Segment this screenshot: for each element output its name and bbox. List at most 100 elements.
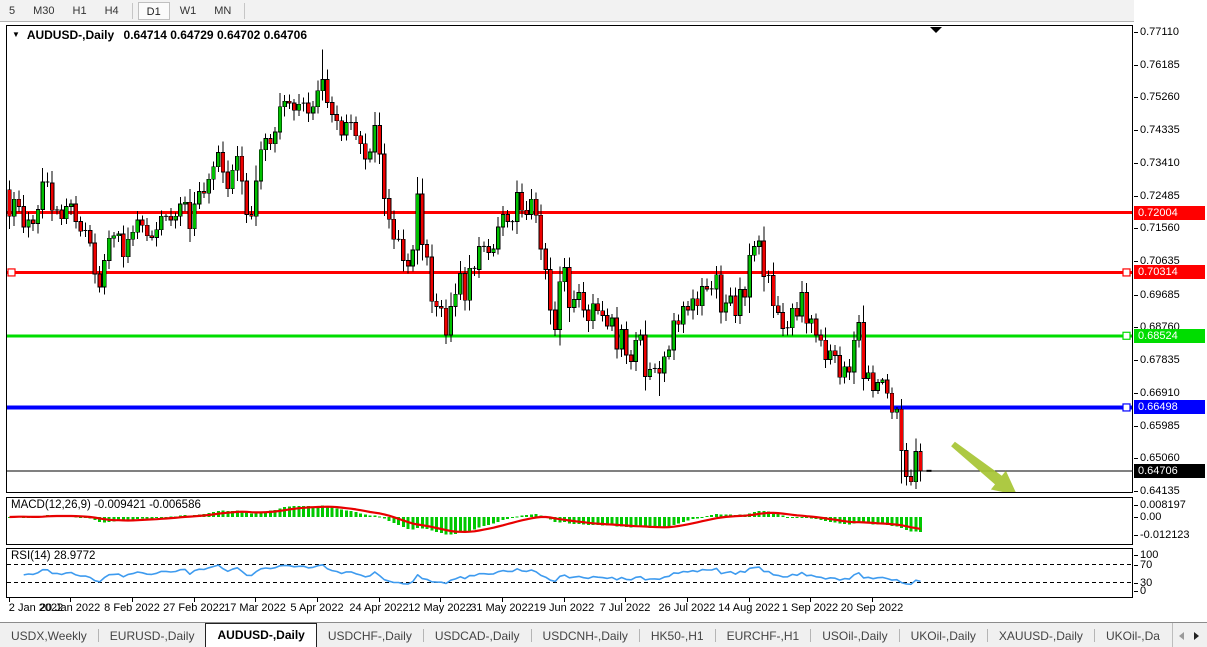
price-axis-label: 0.69685	[1140, 289, 1180, 301]
time-axis[interactable]: 2 Jan 2022 20 Jan 2022 8 Feb 2022 27 Feb 20…	[0, 598, 1207, 622]
date-label: 8 Feb 2022	[104, 602, 160, 614]
time-tick	[379, 598, 380, 602]
rsi-axis-label: 30	[1140, 577, 1153, 589]
tabs-scroll-right-icon[interactable]	[1194, 631, 1199, 640]
axis-tick	[1134, 591, 1138, 592]
price-level-badge: 0.68524	[1134, 329, 1205, 343]
time-tick	[810, 598, 811, 602]
price-chart-panel[interactable]: ▼ AUDUSD-,Daily 0.64714 0.64729 0.64702 …	[6, 25, 1133, 493]
chart-tab-ukoil-daily[interactable]: UKOil-,Daily	[910, 629, 976, 643]
axis-tick	[1134, 393, 1138, 394]
axis-tick	[1134, 196, 1138, 197]
price-axis-label: 0.72485	[1140, 190, 1180, 202]
time-tick	[502, 598, 503, 602]
horizontal-line-0.72004[interactable]	[7, 211, 1132, 215]
timeframe-button-m30[interactable]: M30	[33, 4, 55, 17]
axis-tick	[1134, 426, 1138, 427]
time-tick	[9, 598, 10, 602]
line-handle[interactable]	[1122, 268, 1131, 277]
timeframe-toolbar: 5 M30 H1 H4 D1 W1 MN	[0, 0, 1207, 22]
timeframe-button-5[interactable]: 5	[9, 4, 16, 17]
axis-tick	[1134, 32, 1138, 33]
price-axis-label: 0.67835	[1140, 354, 1180, 366]
chart-tab-hk50-h1[interactable]: HK50-,H1	[650, 629, 704, 643]
rsi-axis-label: 70	[1140, 559, 1153, 571]
tab-separator	[986, 629, 988, 642]
chart-shift-marker-icon[interactable]	[930, 27, 942, 33]
chart-tab-xauusd-daily[interactable]: XAUUSD-,Daily	[998, 629, 1083, 643]
tab-separator	[898, 629, 900, 642]
time-tick	[749, 598, 750, 602]
date-label: 31 May 2022	[470, 602, 534, 614]
price-axis-label: 0.74335	[1140, 124, 1180, 136]
time-tick	[687, 598, 688, 602]
tab-separator	[97, 629, 99, 642]
time-tick	[70, 598, 71, 602]
rsi-label: RSI(14) 28.9772	[11, 550, 96, 562]
date-label: 24 Apr 2022	[349, 602, 409, 614]
chart-tab-usoil-daily[interactable]: USOil-,Daily	[822, 629, 888, 643]
date-label: 20 Jan 2022	[39, 602, 101, 614]
time-tick	[255, 598, 256, 602]
date-label: 7 Jul 2022	[599, 602, 651, 614]
candlestick-chart[interactable]	[7, 26, 1132, 492]
date-label: 1 Sep 2022	[781, 602, 839, 614]
axis-tick	[1134, 163, 1138, 164]
down-arrow-annotation[interactable]	[951, 441, 1017, 492]
date-label: 27 Feb 2022	[163, 602, 225, 614]
line-handle[interactable]	[1122, 403, 1131, 412]
line-handle[interactable]	[7, 268, 16, 277]
macd-chart	[8, 505, 922, 535]
price-level-badge: 0.70314	[1134, 265, 1205, 279]
tab-separator	[530, 629, 532, 642]
horizontal-line-0.66498[interactable]	[7, 405, 1132, 410]
chart-tab-audusd-daily[interactable]: AUDUSD-,Daily	[205, 623, 317, 647]
price-axis[interactable]: 0.77110 0.76185 0.75260 0.74335 0.73410 0.724…	[1134, 0, 1207, 622]
timeframe-button-w1[interactable]: W1	[179, 4, 197, 17]
price-axis-label: 0.76185	[1140, 59, 1180, 71]
chart-tab-ukoil-da[interactable]: UKOil-,Da	[1105, 629, 1160, 643]
time-tick	[440, 598, 441, 602]
price-axis-label: 0.73410	[1140, 157, 1180, 169]
horizontal-line-0.68524[interactable]	[7, 334, 1132, 338]
date-label: 12 May 2022	[408, 602, 472, 614]
tab-separator	[810, 629, 812, 642]
line-handle[interactable]	[1122, 331, 1131, 340]
price-axis-label: 0.65060	[1140, 452, 1180, 464]
chart-dropdown-icon[interactable]: ▼	[12, 30, 20, 39]
timeframe-button-mn[interactable]: MN	[214, 4, 232, 17]
chart-tab-usdx-weekly[interactable]: USDX,Weekly	[11, 629, 87, 643]
chart-tab-eurchf-h1[interactable]: EURCHF-,H1	[726, 629, 800, 643]
time-tick	[194, 598, 195, 602]
tabs-scroll-arrows	[1172, 623, 1205, 647]
chart-tab-eurusd-daily[interactable]: EURUSD-,Daily	[109, 629, 195, 643]
timeframe-button-d1[interactable]: D1	[137, 1, 170, 20]
rsi-panel[interactable]: RSI(14) 28.9772	[6, 548, 1133, 598]
axis-tick	[1134, 505, 1138, 506]
chart-tabs-bar: USDX,Weekly EURUSD-,Daily AUDUSD-,Daily USD…	[0, 622, 1207, 647]
tabs-scroll-left-icon[interactable]	[1179, 631, 1184, 640]
chart-tab-usdcnh-daily[interactable]: USDCNH-,Daily	[542, 629, 628, 643]
date-label: 20 Sep 2022	[840, 602, 904, 614]
price-axis-label: 0.65985	[1140, 420, 1180, 432]
timeframe-button-h4[interactable]: H4	[104, 4, 119, 17]
timeframe-button-h1[interactable]: H1	[72, 4, 87, 17]
macd-panel[interactable]: MACD(12,26,9) -0.009421 -0.006586	[6, 497, 1133, 545]
axis-tick	[1134, 491, 1138, 492]
time-tick	[872, 598, 873, 602]
axis-tick	[1134, 261, 1138, 262]
price-axis-label: 0.75260	[1140, 91, 1180, 103]
time-tick	[564, 598, 565, 602]
toolbar-separator	[244, 2, 246, 19]
time-tick	[132, 598, 133, 602]
date-label: 17 Mar 2022	[224, 602, 286, 614]
tab-separator	[714, 629, 716, 642]
tab-separator	[1093, 629, 1095, 642]
axis-tick	[1134, 130, 1138, 131]
chart-title-symbol: AUDUSD-,Daily	[26, 28, 115, 42]
date-label: 14 Aug 2022	[718, 602, 780, 614]
date-label: 19 Jun 2022	[533, 602, 595, 614]
axis-tick	[1134, 65, 1138, 66]
chart-tab-usdchf-daily[interactable]: USDCHF-,Daily	[327, 629, 412, 643]
chart-tab-usdcad-daily[interactable]: USDCAD-,Daily	[434, 629, 520, 643]
